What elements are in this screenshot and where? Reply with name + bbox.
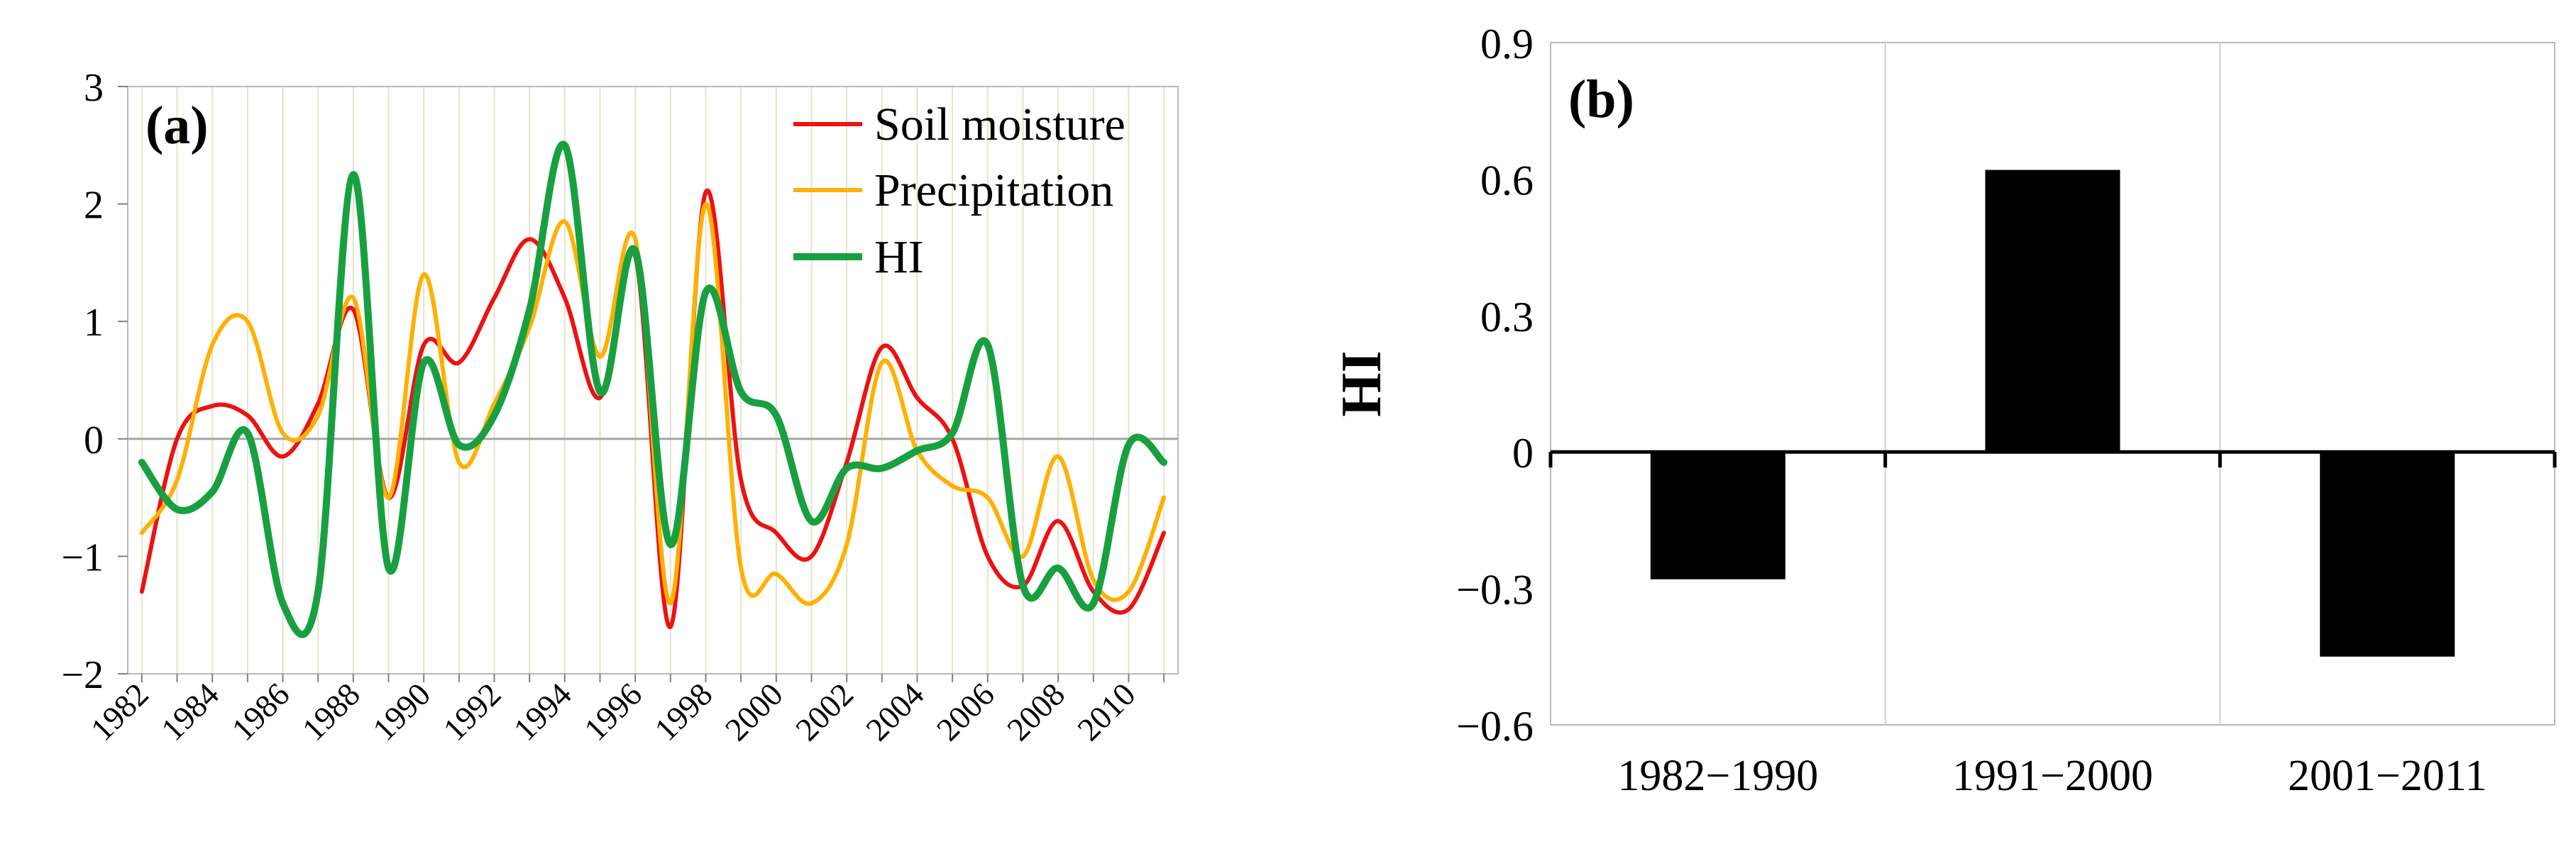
panel-a-x-tick-label: 2004 [859, 676, 930, 748]
panel-a-gridlines [141, 87, 1165, 674]
panel-b-category-label: 2001−2011 [2288, 752, 2487, 800]
panel-b-bar-chart: −0.6 −0.3 0 0.3 0.6 0.9 1982−1990 1991−2000 2001… [1331, 21, 2557, 800]
panel-b-y-tick-label: −0.3 [1456, 567, 1534, 613]
legend-label: HI [874, 231, 924, 283]
panel-b-plot-border [1550, 42, 2555, 726]
panel-a-x-tick-label: 1988 [295, 676, 367, 748]
panel-a-x-tick-label: 2006 [930, 676, 1001, 748]
panel-a-x-tick-label: 1990 [365, 676, 437, 748]
panel-a-x-tick-label: 2008 [1000, 676, 1072, 748]
panel-a-y-tick-label: 2 [84, 184, 104, 228]
panel-a-x-tick-label: 1992 [436, 676, 507, 748]
legend-label: Precipitation [874, 165, 1113, 216]
panel-a-x-tick-label: 1984 [154, 676, 226, 748]
panel-a-y-tick-label: 0 [84, 418, 104, 462]
panel-a-y-tick-label: 3 [84, 66, 104, 110]
panel-b-bar [1985, 170, 2120, 452]
panel-b-bar [1650, 452, 1785, 579]
panel-a-label: (a) [145, 96, 209, 155]
panel-a-x-tick-label: 2000 [718, 676, 790, 748]
panel-b-y-axis-title: HI [1331, 350, 1393, 416]
panel-a-line-chart: −2−1012319821984198619881990199219941996… [61, 66, 1179, 748]
panel-a-x-tick-label: 1994 [507, 676, 578, 748]
panel-a-y-tick-label: −1 [61, 535, 104, 579]
panel-a-y-tick-label: 1 [84, 301, 104, 345]
panel-b-category-label: 1982−1990 [1617, 752, 1818, 800]
panel-a-x-tick-label: 2010 [1070, 676, 1142, 748]
panel-a-x-tick-label: 1998 [647, 676, 719, 748]
panel-a-x-tick-label: 2002 [788, 676, 860, 748]
panel-a-series-line-hi [138, 140, 1168, 638]
panel-a-y-tick-label: −2 [61, 653, 104, 697]
panel-a-plot-border [127, 86, 1179, 674]
panel-b-bar [2320, 452, 2455, 657]
panel-b-y-tick-label: −0.6 [1456, 703, 1534, 750]
panel-a-legend: Soil moisture Precipitation HI [793, 99, 1125, 283]
panel-b-y-tick-label: 0.9 [1480, 21, 1534, 67]
panel-a-x-tick-label: 1996 [577, 676, 649, 748]
panel-b-category-label: 1991−2000 [1952, 752, 2153, 800]
panel-b-y-tick-label: 0.6 [1480, 157, 1534, 204]
panel-b-y-tick-label: 0 [1512, 430, 1534, 477]
panel-b-y-tick-label: 0.3 [1480, 294, 1534, 340]
panel-b-label: (b) [1568, 70, 1634, 129]
legend-label: Soil moisture [874, 99, 1125, 150]
panel-a-x-tick-label: 1986 [224, 676, 296, 748]
